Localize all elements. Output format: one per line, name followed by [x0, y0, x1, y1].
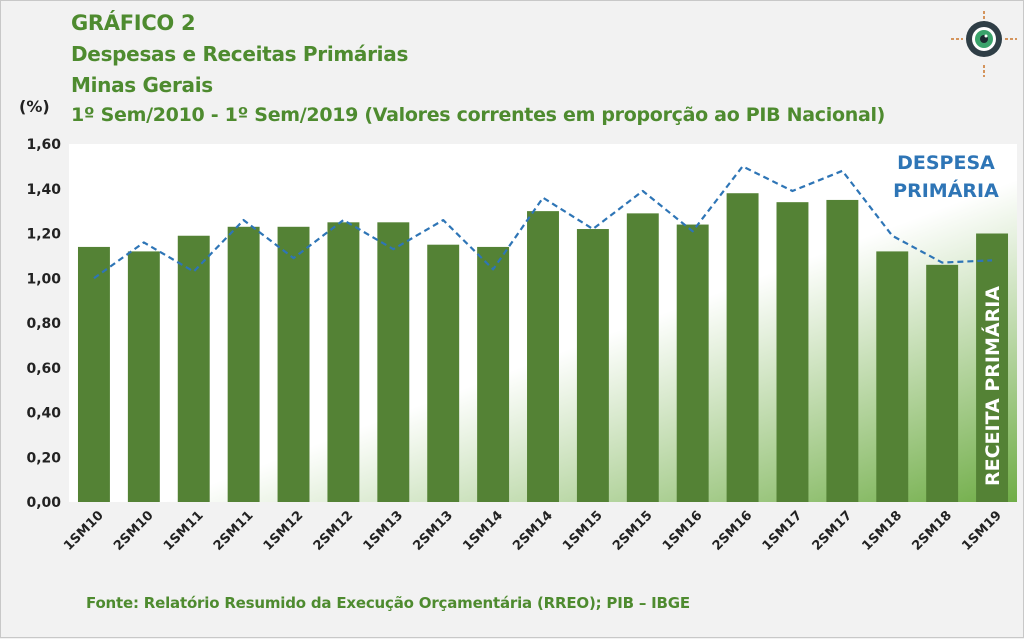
y-tick-label: 0,20	[26, 450, 61, 466]
y-axis: 0,00 0,20 0,40 0,60 0,80 1,00 1,20 1,40 1,60	[26, 137, 61, 511]
x-tick-label: 2SM17	[810, 508, 856, 554]
x-tick-label: 2SM11	[211, 508, 257, 554]
chart-subtitle-1: Despesas e Receitas Primárias	[71, 42, 409, 66]
chart-subtitle-3: 1º Sem/2010 - 1º Sem/2019 (Valores corre…	[71, 104, 886, 126]
bar	[177, 235, 210, 503]
y-tick-label: 0,00	[26, 495, 61, 511]
y-tick-label: 0,80	[26, 316, 61, 332]
bar	[876, 251, 909, 502]
x-tick-label: 2SM18	[909, 508, 955, 554]
x-tick-label: 2SM14	[510, 508, 556, 554]
receita-label: RECEITA PRIMÁRIA	[981, 286, 1004, 486]
x-tick-label: 1SM12	[261, 508, 307, 554]
x-tick-label: 1SM11	[161, 508, 207, 554]
y-tick-label: 1,60	[26, 137, 61, 153]
despesa-label: DESPESA	[897, 152, 995, 174]
bar	[926, 264, 959, 502]
line-series	[93, 165, 993, 280]
x-axis: 1SM10 2SM10 1SM11 2SM11 1SM12 2SM12 1SM13 2SM13…	[61, 508, 1005, 554]
source-note: Fonte: Relatório Resumido da Execução Or…	[86, 594, 690, 612]
y-tick-label: 1,20	[26, 227, 61, 243]
bar	[127, 251, 160, 502]
bar	[427, 244, 460, 502]
chart-subtitle-2: Minas Gerais	[71, 73, 213, 97]
y-tick-label: 0,40	[26, 406, 61, 422]
bar	[477, 246, 510, 502]
bar	[726, 193, 759, 502]
line-despesa	[93, 165, 993, 280]
x-tick-label: 1SM15	[560, 508, 606, 554]
x-tick-label: 1SM10	[61, 508, 107, 554]
bar	[976, 233, 1009, 502]
bar	[377, 222, 410, 502]
x-tick-label: 1SM13	[361, 508, 407, 554]
bar	[277, 226, 310, 502]
chart-title: GRÁFICO 2	[71, 11, 196, 35]
x-tick-label: 2SM16	[710, 508, 756, 554]
bar-series	[77, 193, 1009, 503]
despesa-label: PRIMÁRIA	[893, 179, 999, 202]
bar	[676, 224, 709, 503]
bar	[77, 246, 110, 502]
x-tick-label: 2SM10	[111, 508, 157, 554]
eye-target-icon	[951, 11, 1017, 77]
y-tick-label: 1,00	[26, 271, 61, 287]
y-tick-label: 0,60	[26, 361, 61, 377]
bar	[327, 222, 360, 502]
x-tick-label: 1SM18	[860, 508, 906, 554]
x-tick-label: 2SM12	[311, 508, 357, 554]
y-axis-unit: (%)	[19, 97, 50, 116]
y-tick-label: 1,40	[26, 182, 61, 198]
x-tick-label: 1SM19	[959, 508, 1005, 554]
bar	[776, 202, 809, 503]
x-tick-label: 2SM13	[410, 508, 456, 554]
x-tick-label: 1SM17	[760, 508, 806, 554]
bar	[826, 199, 859, 502]
bar	[527, 211, 559, 502]
annotations: DESPESA PRIMÁRIA RECEITA PRIMÁRIA	[893, 152, 1004, 486]
bar	[576, 229, 609, 502]
x-tick-label: 1SM14	[460, 508, 506, 554]
bar	[227, 226, 260, 502]
x-tick-label: 2SM15	[610, 508, 656, 554]
x-tick-label: 1SM16	[660, 508, 706, 554]
bar	[626, 213, 659, 503]
